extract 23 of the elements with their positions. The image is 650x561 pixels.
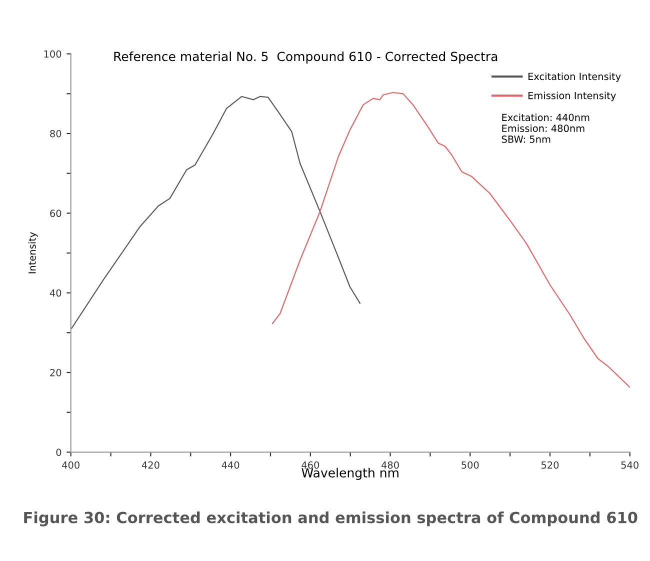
caption: Figure 30: Corrected excitation and emission spectra of Compound 610 bbox=[24, 511, 638, 526]
line-series bbox=[71, 96, 360, 329]
y-tick-label: 100 bbox=[44, 50, 62, 58]
x-tick-label: 540 bbox=[621, 461, 638, 469]
y-tick-label: 0 bbox=[56, 448, 62, 456]
x-tick-label: 500 bbox=[462, 461, 479, 469]
x-tick-label: 400 bbox=[62, 461, 80, 469]
x-tick-label: 520 bbox=[541, 461, 559, 469]
x-tick-label: 440 bbox=[222, 461, 240, 469]
x-tick-label: 420 bbox=[142, 461, 160, 469]
chart-title: Reference material No. 5 Compound 610 - Corrected Spectra bbox=[114, 51, 498, 64]
annotation: Excitation: 440nm Emission: 480nm SBW: 5nm bbox=[502, 114, 590, 143]
y-tick-label: 20 bbox=[50, 368, 62, 376]
line-series bbox=[272, 92, 630, 388]
x-axis-title: Wavelength nm bbox=[302, 468, 398, 480]
x-tick-label: 480 bbox=[381, 461, 399, 469]
legend-label: Excitation Intensity bbox=[528, 72, 621, 82]
y-axis-title: Intensity bbox=[28, 232, 38, 274]
y-tick-label: 60 bbox=[50, 210, 62, 218]
y-tick-label: 80 bbox=[50, 130, 62, 138]
x-tick-label: 460 bbox=[302, 461, 320, 469]
legend-label: Emission Intensity bbox=[528, 92, 616, 102]
y-tick-label: 40 bbox=[50, 289, 62, 297]
